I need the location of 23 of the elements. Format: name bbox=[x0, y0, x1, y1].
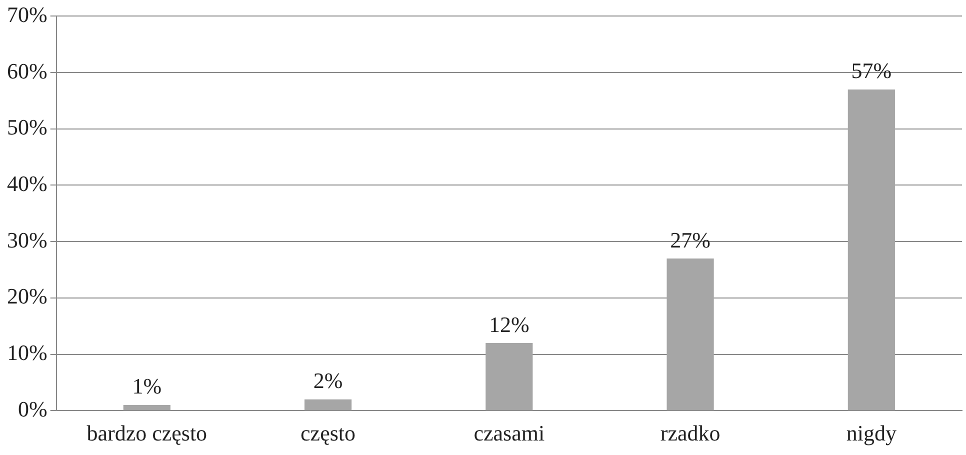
bar bbox=[666, 258, 714, 410]
y-tick-label: 50% bbox=[7, 114, 48, 140]
data-label: 12% bbox=[489, 312, 530, 337]
x-tick-label: często bbox=[300, 420, 356, 446]
y-tick-label: 40% bbox=[7, 171, 48, 196]
data-label: 1% bbox=[132, 374, 162, 399]
x-tick-label: nigdy bbox=[846, 420, 896, 446]
y-tick-label: 30% bbox=[7, 227, 48, 252]
y-tick-label: 60% bbox=[7, 58, 48, 84]
x-tick-label: rzadko bbox=[660, 420, 720, 446]
bar bbox=[123, 404, 170, 410]
bar bbox=[486, 342, 533, 410]
data-label: 2% bbox=[313, 368, 343, 394]
y-tick-label: 70% bbox=[7, 2, 48, 27]
y-tick-label: 20% bbox=[7, 284, 48, 309]
y-tick-label: 0% bbox=[18, 396, 48, 422]
data-label: 57% bbox=[851, 58, 892, 84]
bar bbox=[304, 399, 352, 410]
bar bbox=[848, 89, 895, 410]
data-label: 27% bbox=[670, 227, 710, 252]
y-tick-label: 10% bbox=[7, 340, 48, 366]
x-tick-label: czasami bbox=[474, 420, 545, 446]
x-tick-label: bardzo często bbox=[86, 420, 208, 446]
